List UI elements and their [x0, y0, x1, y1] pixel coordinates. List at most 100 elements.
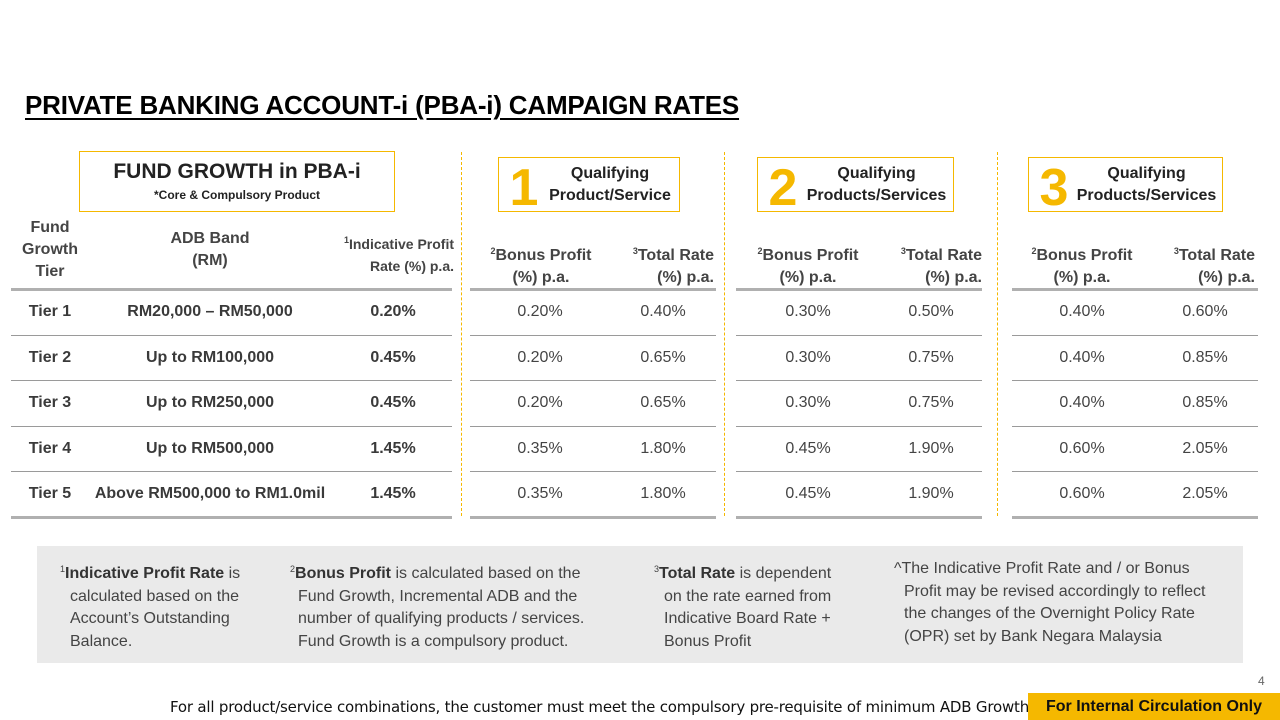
- cell-q2-total: 0.75%: [908, 394, 954, 411]
- row-separator: [1012, 380, 1258, 381]
- cell-tier: Tier 5: [28, 485, 72, 502]
- cell-q3-bonus: 0.40%: [1059, 394, 1105, 411]
- cell-indicative-rate: 0.45%: [370, 394, 416, 411]
- cell-indicative-rate: 0.45%: [370, 348, 416, 366]
- cell-q3-bonus: 0.40%: [1059, 303, 1105, 320]
- header-bonus-q2: 2Bonus Profit (%) p.a.: [757, 246, 859, 286]
- row-separator: [11, 380, 452, 381]
- cell-tier: Tier 1: [28, 303, 72, 320]
- header-rule: [11, 288, 452, 291]
- row-separator: [470, 425, 716, 427]
- cell-q2-total: 0.75%: [908, 348, 954, 366]
- cell-q3-bonus: 0.60%: [1059, 439, 1105, 457]
- header-rule: [736, 288, 982, 291]
- cell-q2-bonus: 0.45%: [785, 485, 831, 502]
- cell-indicative-rate: 1.45%: [370, 485, 416, 502]
- row-separator: [11, 471, 452, 472]
- cell-adb-band: Up to RM100,000: [145, 348, 275, 366]
- row-separator: [1012, 334, 1258, 336]
- cell-tier: Tier 2: [28, 348, 72, 366]
- header-total-q3: 3Total Rate (%) p.a.: [1173, 246, 1255, 286]
- cell-q2-bonus: 0.30%: [785, 303, 831, 320]
- fund-growth-box: FUND GROWTH in PBA-i *Core & Compulsory …: [79, 151, 395, 212]
- section-divider: [724, 152, 725, 516]
- row-separator: [470, 515, 716, 519]
- note-opr-disclaimer: ^The Indicative Profit Rate and / or Bon…: [894, 560, 1206, 645]
- row-separator: [736, 471, 982, 472]
- page-title: PRIVATE BANKING ACCOUNT-i (PBA-i) CAMPAI…: [25, 90, 740, 120]
- cell-q1-total: 0.65%: [640, 394, 686, 411]
- header-rule: [470, 288, 716, 291]
- qualifying-label: Qualifying Product/Service: [549, 164, 671, 204]
- fund-growth-subtitle: *Core & Compulsory Product: [153, 188, 321, 202]
- note-bonus-profit: 2Bonus Profit is calculated based on the…: [290, 564, 585, 650]
- cell-q1-total: 0.65%: [640, 348, 686, 366]
- cell-q3-bonus: 0.60%: [1059, 485, 1105, 502]
- cell-q1-total: 0.40%: [640, 303, 686, 320]
- cell-q3-total: 2.05%: [1182, 439, 1228, 457]
- cell-adb-band: Above RM500,000 to RM1.0mil: [94, 485, 326, 502]
- header-total-q2: 3Total Rate (%) p.a.: [900, 246, 982, 286]
- qualifying-number: 3: [1039, 158, 1069, 217]
- cell-q2-bonus: 0.30%: [785, 394, 831, 411]
- cell-q2-total: 1.90%: [908, 439, 954, 457]
- row-separator: [736, 380, 982, 381]
- fund-growth-title: FUND GROWTH in PBA-i: [113, 160, 361, 183]
- cell-q2-total: 1.90%: [908, 485, 954, 502]
- cell-q3-total: 0.60%: [1182, 303, 1228, 320]
- cell-indicative-rate: 1.45%: [370, 439, 416, 457]
- row-separator: [736, 425, 982, 427]
- row-separator: [470, 471, 716, 472]
- cell-q1-total: 1.80%: [640, 439, 686, 457]
- row-separator: [11, 334, 452, 336]
- row-separator: [1012, 515, 1258, 519]
- row-separator: [1012, 471, 1258, 472]
- cell-tier: Tier 4: [28, 439, 72, 457]
- cell-adb-band: RM20,000 – RM50,000: [127, 303, 293, 320]
- cell-q2-bonus: 0.30%: [785, 348, 831, 366]
- cell-adb-band: Up to RM250,000: [145, 394, 275, 411]
- header-fund-growth-tier: Fund Growth Tier: [22, 219, 78, 280]
- row-separator: [470, 334, 716, 336]
- internal-circulation-badge: For Internal Circulation Only: [1028, 693, 1280, 720]
- row-separator: [736, 334, 982, 336]
- section-divider: [997, 152, 998, 516]
- row-separator: [11, 425, 452, 427]
- row-separator: [1012, 425, 1258, 427]
- header-indicative-rate: 1Indicative Profit Rate (%) p.a.: [343, 235, 454, 274]
- cell-indicative-rate: 0.20%: [370, 303, 416, 320]
- cell-q2-bonus: 0.45%: [785, 439, 831, 457]
- cell-q1-bonus: 0.35%: [517, 439, 563, 457]
- cell-q3-bonus: 0.40%: [1059, 348, 1105, 366]
- header-bonus-q1: 2Bonus Profit (%) p.a.: [490, 246, 592, 286]
- note-total-rate: 3Total Rate is dependent on the rate ear…: [654, 564, 832, 650]
- qualifying-box-2: 2 Qualifying Products/Services: [757, 157, 954, 217]
- qualifying-box-3: 3 Qualifying Products/Services: [1028, 157, 1223, 217]
- notes-panel: [37, 546, 1243, 663]
- note-indicative-profit-rate: 1Indicative Profit Rate is calculated ba…: [60, 564, 241, 650]
- row-separator: [11, 515, 452, 519]
- qualifying-number: 1: [509, 158, 539, 217]
- header-total-q1: 3Total Rate (%) p.a.: [632, 246, 714, 286]
- cell-q1-bonus: 0.20%: [517, 348, 563, 366]
- footer-disclaimer: For all product/service combinations, th…: [170, 698, 1034, 716]
- header-bonus-q3: 2Bonus Profit (%) p.a.: [1031, 246, 1133, 286]
- cell-q1-bonus: 0.20%: [517, 394, 563, 411]
- cell-q1-total: 1.80%: [640, 485, 686, 502]
- qualifying-label: Qualifying Products/Services: [806, 164, 947, 204]
- cell-q3-total: 2.05%: [1182, 485, 1228, 502]
- header-rule: [1012, 288, 1258, 291]
- cell-q3-total: 0.85%: [1182, 348, 1228, 366]
- cell-q1-bonus: 0.20%: [517, 303, 563, 320]
- cell-adb-band: Up to RM500,000: [145, 439, 275, 457]
- header-adb-band: ADB Band (RM): [170, 230, 250, 269]
- cell-q2-total: 0.50%: [908, 303, 954, 320]
- row-separator: [470, 380, 716, 381]
- qualifying-box-1: 1 Qualifying Product/Service: [498, 157, 680, 217]
- cell-tier: Tier 3: [28, 394, 72, 411]
- section-divider: [461, 152, 462, 516]
- row-separator: [736, 515, 982, 519]
- qualifying-number: 2: [768, 158, 798, 217]
- cell-q1-bonus: 0.35%: [517, 485, 563, 502]
- page-number: 4: [1258, 674, 1265, 688]
